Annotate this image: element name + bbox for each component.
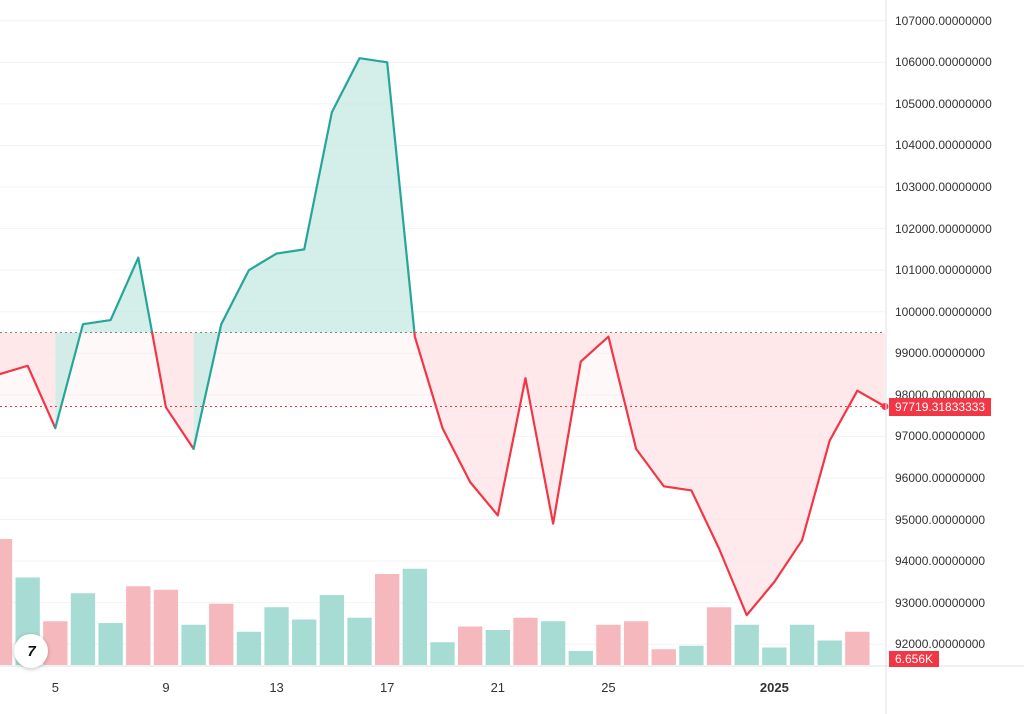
chart-canvas [0,0,1024,714]
x-tick-label: 9 [162,680,169,695]
y-tick-label: 105000.00000000 [895,97,992,111]
y-tick-label: 106000.00000000 [895,55,992,69]
x-tick-label: 13 [269,680,283,695]
price-chart: 107000.00000000 106000.00000000 105000.000… [0,0,1024,714]
volume-tag: 6.656K [889,651,939,667]
logo-text: 7 [27,643,34,660]
current-price-tag: 97719.31833333 [889,398,991,416]
y-tick-label: 95000.00000000 [895,513,985,527]
y-tick-label: 97000.00000000 [895,429,985,443]
x-tick-label: 2025 [760,680,789,695]
volume-tag-text: 6.656K [895,652,933,666]
y-tick-label: 99000.00000000 [895,346,985,360]
x-tick-label: 25 [601,680,615,695]
y-tick-label: 96000.00000000 [895,471,985,485]
y-tick-label: 104000.00000000 [895,138,992,152]
x-tick-label: 5 [52,680,59,695]
y-tick-label: 92000.00000000 [895,637,985,651]
y-tick-label: 103000.00000000 [895,180,992,194]
y-tick-label: 102000.00000000 [895,222,992,236]
y-tick-label: 94000.00000000 [895,554,985,568]
y-tick-label: 101000.00000000 [895,263,992,277]
y-tick-label: 100000.00000000 [895,305,992,319]
x-tick-label: 21 [491,680,505,695]
y-tick-label: 107000.00000000 [895,14,992,28]
x-tick-label: 17 [380,680,394,695]
y-tick-label: 93000.00000000 [895,596,985,610]
tradingview-logo-icon[interactable]: 7 [14,634,48,668]
current-price-text: 97719.31833333 [895,400,985,414]
